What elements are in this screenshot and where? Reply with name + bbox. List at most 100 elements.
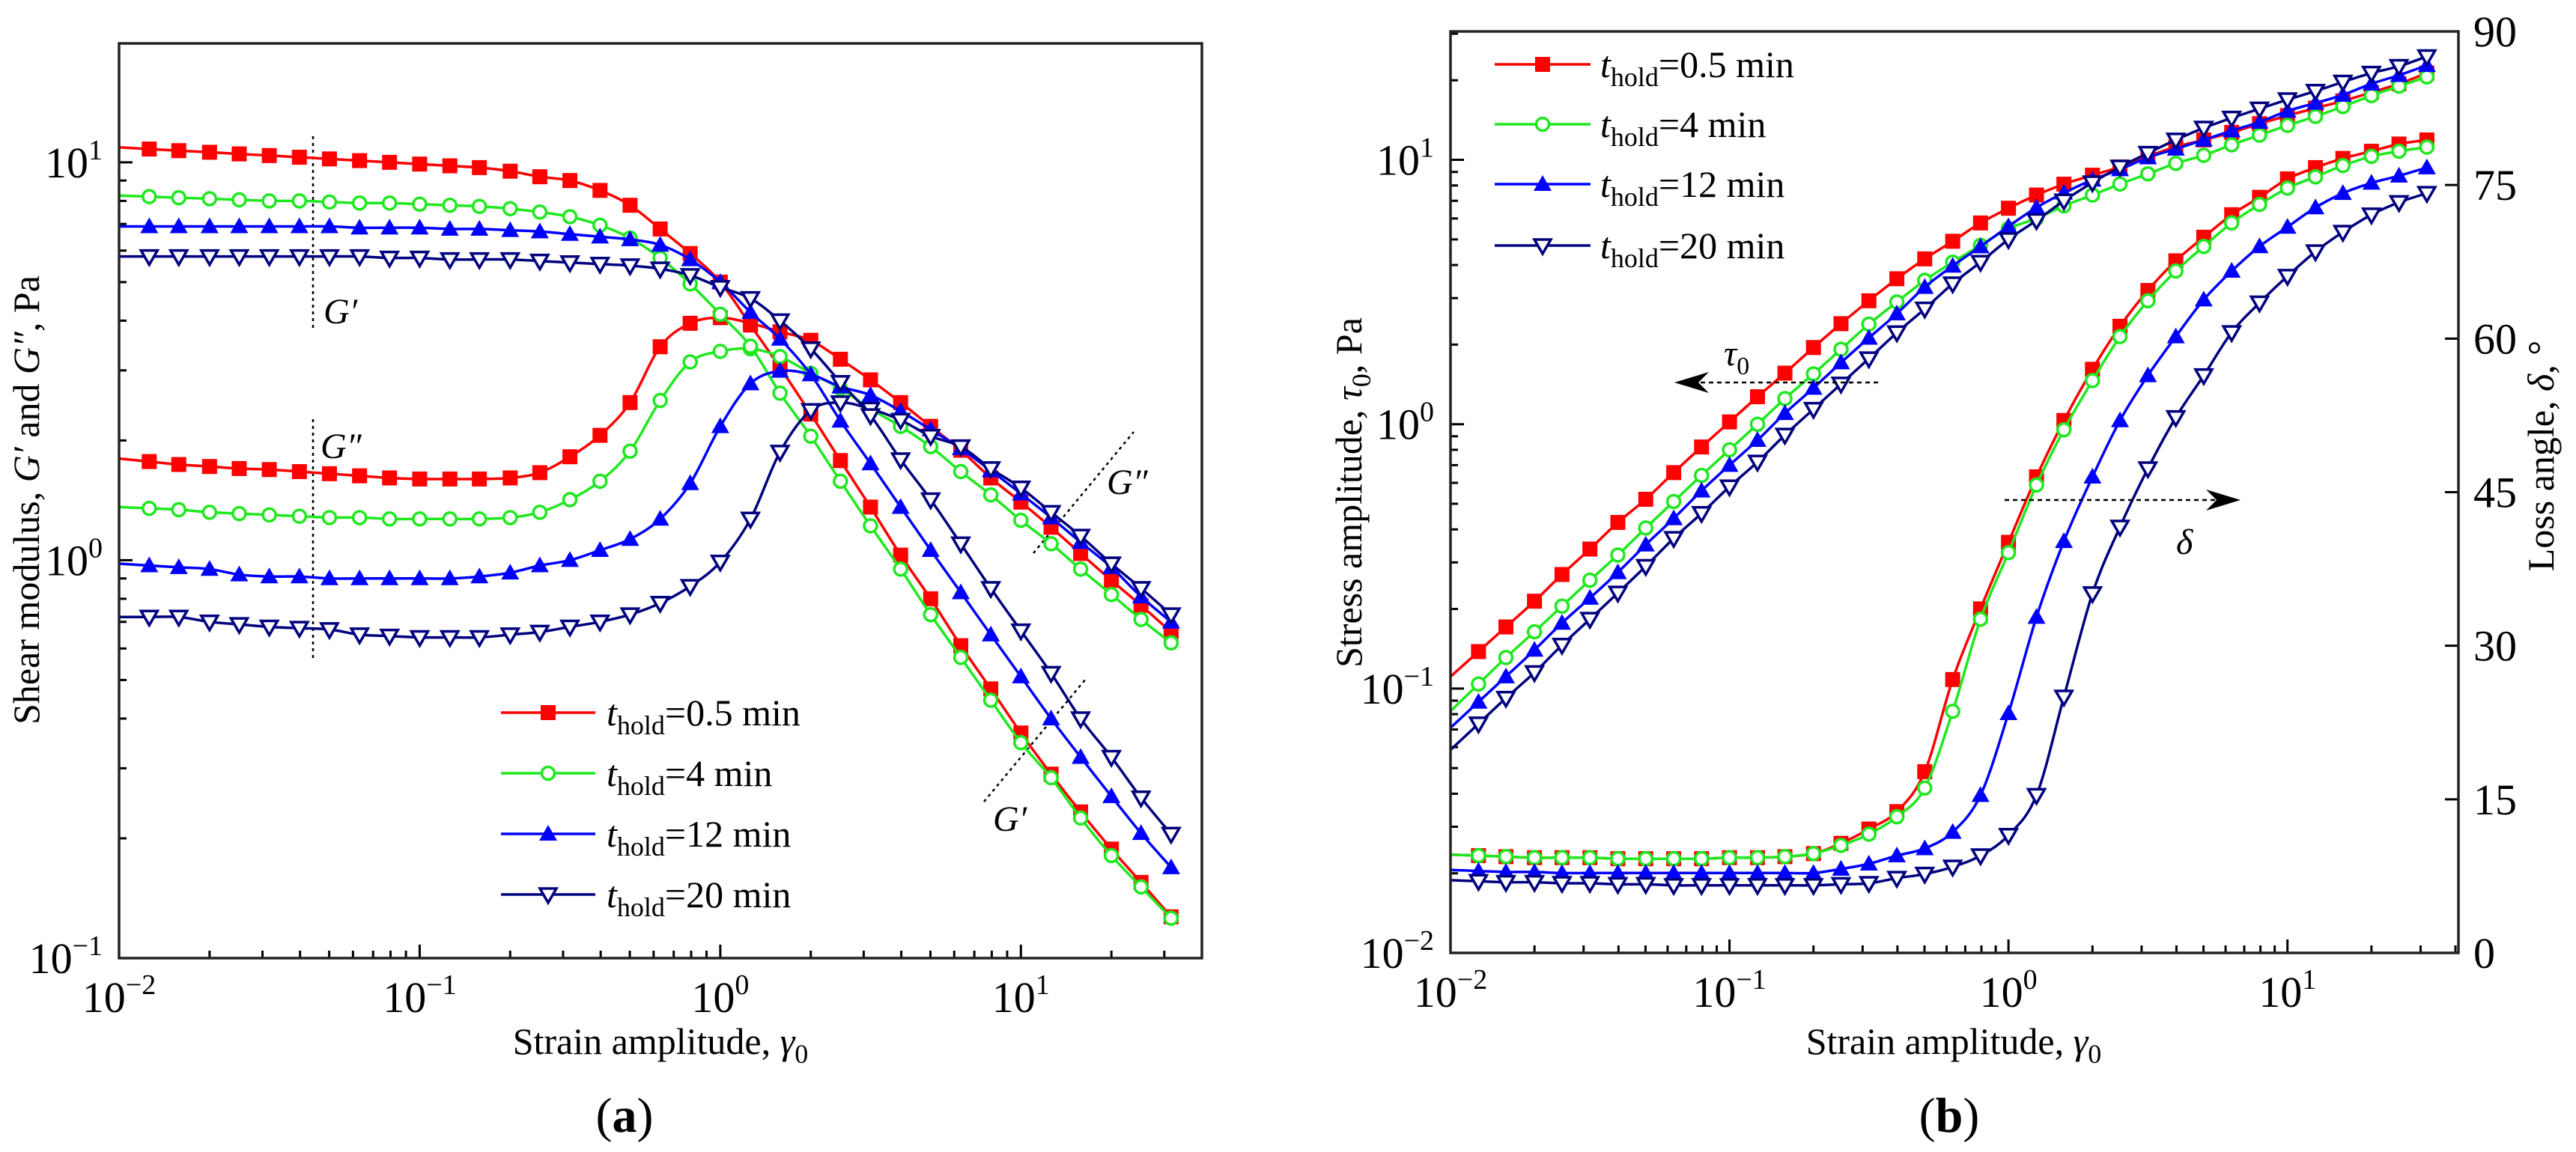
g-prime-series-marker [743, 317, 759, 333]
loss-angle-series-marker [1636, 864, 1655, 880]
g-double-prime-series-marker [1133, 612, 1149, 627]
legend-value: =0.5 min [665, 692, 801, 734]
g-prime-series-marker [321, 151, 337, 167]
stress-amplitude-series-marker [1802, 401, 1824, 421]
loss-angle-series-marker [2083, 467, 2102, 484]
g-double-prime-series-marker [920, 428, 941, 448]
tick-base: 10 [1980, 968, 2023, 1017]
loss-angle-series-marker [1497, 862, 1516, 879]
g-prime-series-marker [771, 329, 789, 346]
loss-angle-series-marker [2306, 198, 2325, 215]
stress-amplitude-series-marker [2363, 88, 2380, 103]
y-tick-label: 100 [1376, 397, 1434, 449]
legend-marker [541, 705, 556, 720]
loss-angle-series-marker [2416, 186, 2437, 204]
g-double-prime-series-marker [1070, 528, 1092, 547]
g-double-prime-series-marker [442, 511, 458, 527]
legend-entry: thold=0.5 min [1495, 43, 1794, 92]
stress-amplitude-series-marker [1610, 514, 1626, 530]
g-double-prime-series-marker [740, 511, 762, 530]
arrow-right-icon [2206, 490, 2241, 511]
g-prime-series-marker [380, 219, 399, 235]
loss-angle-series-marker [1610, 850, 1626, 867]
stress-amplitude-series-marker [2027, 198, 2046, 215]
loss-angle-series-marker [2029, 477, 2044, 493]
loss-angle-series-marker [2027, 608, 2046, 624]
g-prime-series-marker [649, 261, 671, 280]
g-prime-series-marker [439, 252, 461, 271]
g-double-prime-series-marker [412, 471, 428, 487]
tick-base: 10 [1692, 968, 1736, 1017]
g-prime-series-marker [953, 638, 969, 653]
legend-label: thold=20 min [1600, 225, 1784, 273]
g-double-prime-series-marker [591, 540, 610, 557]
g-prime-series-marker [562, 209, 578, 225]
g-prime-series-marker [561, 225, 580, 241]
legend-value: =20 min [1659, 225, 1784, 266]
stress-amplitude-series-marker [1720, 456, 1739, 472]
g-prime-series-marker [982, 692, 999, 708]
g-double-prime-series-marker [1101, 556, 1123, 575]
stress-amplitude-series-marker [1468, 716, 1489, 735]
x-tick-label: 100 [1980, 964, 2038, 1017]
g-double-prime-series-marker [200, 560, 219, 576]
annotation-subscript: 0 [1737, 353, 1749, 380]
g-double-prime-series-marker [890, 412, 911, 431]
plot-area [1450, 49, 2437, 897]
stress-amplitude-series-marker [2168, 155, 2184, 171]
loss-angle-series-marker [2391, 143, 2407, 159]
g-prime-series-marker [470, 219, 489, 236]
loss-angle-series-marker [1471, 847, 1486, 864]
g-double-prime-series-marker [1160, 607, 1182, 626]
stress-amplitude-series-marker [1551, 638, 1573, 656]
y2-tick-label: 15 [2473, 775, 2517, 824]
g-double-prime-series-marker [379, 628, 401, 647]
stress-amplitude-series-marker [1805, 366, 1821, 382]
stress-amplitude-series-marker [2250, 113, 2269, 129]
g-prime-series-marker [769, 313, 791, 332]
panel-b-label-text: (b) [1919, 1088, 1980, 1143]
g-prime-series-marker [442, 158, 458, 174]
stress-amplitude-series-marker [1861, 293, 1877, 308]
g-prime-series-marker [532, 169, 547, 185]
g-prime-series-marker [502, 201, 518, 216]
paren-open: ( [1919, 1088, 1936, 1143]
stress-amplitude-series-marker [1610, 547, 1626, 563]
g-double-prime-series-marker [352, 468, 368, 484]
g-prime-series-marker [833, 453, 848, 469]
g-double-prime-series-marker [201, 505, 218, 520]
g-prime-series-marker [171, 189, 186, 206]
stress-amplitude-series-marker [1554, 598, 1570, 614]
loss-angle-series-marker [2332, 225, 2354, 243]
g-double-prime-series-marker [499, 627, 521, 646]
stress-amplitude-series-marker [1498, 619, 1514, 635]
stress-amplitude-series-marker [1833, 316, 1849, 332]
g-double-prime-series-marker [621, 530, 640, 546]
legend-label: thold=4 min [1600, 103, 1766, 152]
stress-amplitude-series-marker [2416, 49, 2437, 67]
g-double-prime-series-marker [349, 627, 371, 646]
stress-amplitude-series-marker [2112, 176, 2128, 192]
label-segment: Loss angle, [2520, 391, 2562, 571]
tick-base: 10 [1376, 136, 1420, 185]
legend-entry: thold=20 min [501, 874, 791, 922]
stress-amplitude-series-marker [1581, 588, 1600, 605]
loss-angle-series-marker [1916, 839, 1934, 856]
stress-amplitude-series-marker [1917, 251, 1933, 266]
label-segment: Stress amplitude, [1328, 400, 1370, 668]
g-prime-series-marker [1103, 847, 1120, 864]
loss-angle-series-marker [2166, 327, 2185, 344]
stress-amplitude-series-marker [2307, 109, 2324, 124]
g-double-prime-series-marker [562, 449, 578, 465]
annotation-label: G″ [1107, 463, 1149, 502]
loss-angle-series-marker [1775, 864, 1794, 880]
g-double-prime-series-marker [980, 461, 1002, 480]
legend-marker [1531, 238, 1554, 257]
g-prime-series-marker [471, 198, 487, 214]
g-double-prime-series-marker [412, 511, 428, 527]
y-tick-label: 10−1 [29, 930, 103, 983]
legend-entry: thold=4 min [501, 752, 772, 801]
stress-amplitude-series-marker [1552, 614, 1571, 630]
g-double-prime-series-marker [619, 607, 641, 626]
x-tick-label: 101 [992, 969, 1050, 1022]
